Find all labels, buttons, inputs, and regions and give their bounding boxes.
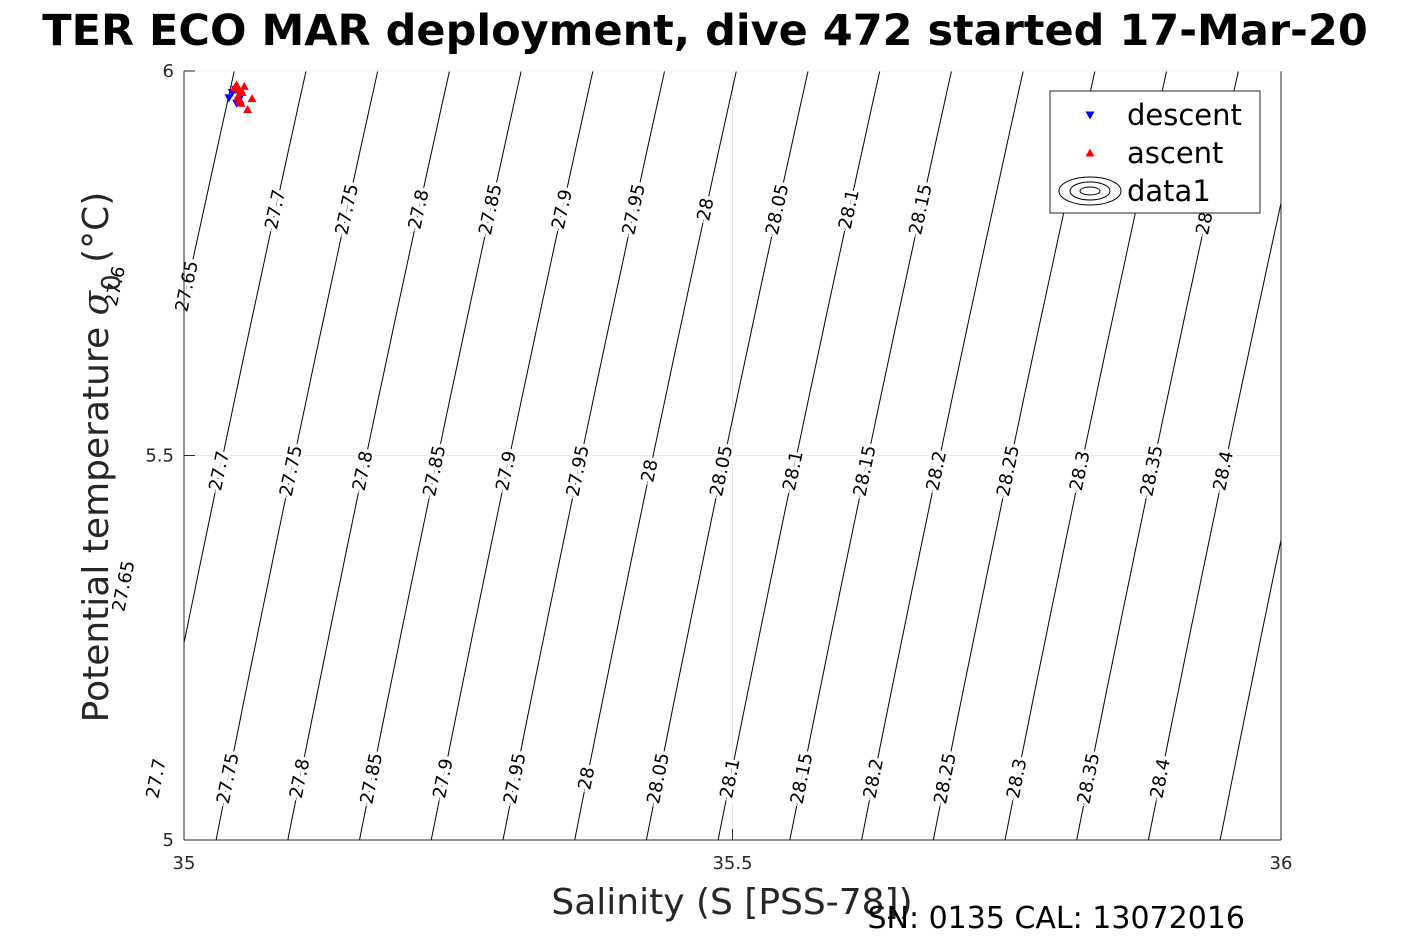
ascent-point [232,80,242,89]
contour-line [184,71,235,304]
contour-line [287,71,450,840]
legend-contour-icon [1069,181,1111,201]
x-tick-label: 35.5 [712,853,752,874]
ascent-point [236,98,246,107]
y-tick-label: 6 [163,61,174,82]
descent-point [224,94,234,103]
contour-line [502,71,666,840]
contour-line [861,71,1024,840]
contour-line [215,71,379,840]
data-points [224,80,257,113]
chart-title: TER ECO MAR deployment, dive 472 started… [42,6,1368,56]
ascent-point [247,94,257,103]
ascent-point [239,81,249,90]
contour-label: 27.7 [142,757,170,800]
ascent-point [243,104,253,113]
contour-line [359,71,522,840]
legend-label: descent [1127,98,1242,132]
legend-label: ascent [1127,136,1223,170]
contour-line [1147,200,1281,840]
x-axis-label: Salinity (S [PSS-78]) [551,882,912,923]
footer-serial: SN: 0135 CAL: 13072016 [867,901,1245,936]
contour-label: 28.25 [993,443,1024,498]
legend: descent ascent data1 [1049,90,1261,214]
legend-ascent-marker [1085,148,1095,157]
contour-line [574,71,737,840]
legend-contour-icon [1079,186,1101,196]
y-tick-label: 5 [163,830,174,851]
contour-label: 28 [574,765,599,792]
y-axis-label: Potential temperature σ0 (°C) [76,192,127,723]
contour-line [1219,537,1281,840]
legend-label: data1 [1127,174,1211,208]
contour-line [717,71,881,840]
y-tick-label: 5.5 [145,446,174,467]
x-tick-label: 35 [173,853,196,874]
contour-line [184,71,307,646]
density-contours [184,71,1281,840]
contour-line [430,71,594,840]
legend-contour-icon [1058,176,1122,206]
legend-box [1049,90,1261,214]
grid-lines [184,71,1281,840]
ascent-point [237,88,247,97]
contour-line [645,71,809,840]
legend-descent-marker [1085,111,1095,120]
contour-line [789,71,952,840]
axes: 35 35.5 36 5 5.5 6 [145,61,1292,874]
x-tick-label: 36 [1270,853,1293,874]
